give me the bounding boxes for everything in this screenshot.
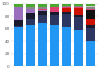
Bar: [50, 15, 59, 25]
Bar: [74, 7, 83, 8]
Bar: [26, 7, 35, 9]
Bar: [62, 27, 71, 66]
Bar: [62, 7, 71, 8]
Bar: [38, 9, 47, 10]
Bar: [50, 7, 59, 12]
Bar: [74, 8, 83, 15]
Bar: [26, 19, 35, 25]
Bar: [38, 15, 47, 23]
Bar: [86, 7, 95, 9]
Bar: [38, 23, 47, 66]
Bar: [14, 20, 23, 26]
Bar: [86, 41, 95, 66]
Bar: [26, 25, 35, 66]
Bar: [74, 4, 83, 6]
Bar: [26, 4, 35, 7]
Bar: [38, 10, 47, 11]
Bar: [38, 4, 47, 7]
Bar: [74, 15, 83, 17]
Bar: [50, 12, 59, 15]
Bar: [86, 25, 95, 28]
Bar: [74, 17, 83, 30]
Bar: [26, 13, 35, 19]
Bar: [86, 6, 95, 7]
Bar: [26, 9, 35, 13]
Bar: [14, 4, 23, 7]
Bar: [50, 25, 59, 66]
Bar: [86, 4, 95, 6]
Bar: [62, 4, 71, 6]
Bar: [14, 7, 23, 20]
Bar: [14, 26, 23, 27]
Bar: [86, 28, 95, 41]
Bar: [86, 19, 95, 25]
Bar: [62, 12, 71, 14]
Bar: [62, 6, 71, 7]
Bar: [38, 7, 47, 9]
Bar: [86, 10, 95, 19]
Bar: [38, 11, 47, 15]
Bar: [50, 4, 59, 7]
Bar: [14, 27, 23, 66]
Bar: [74, 6, 83, 7]
Bar: [62, 8, 71, 12]
Bar: [86, 9, 95, 10]
Bar: [74, 30, 83, 66]
Bar: [62, 14, 71, 27]
